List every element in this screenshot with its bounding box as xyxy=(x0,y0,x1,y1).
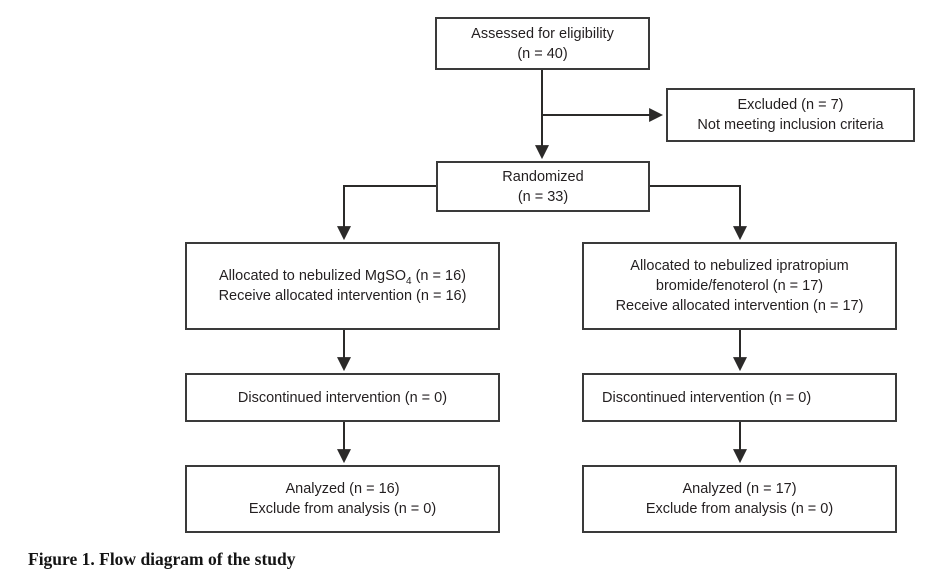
box-text-line: Assessed for eligibility xyxy=(471,25,614,42)
subscript-4: 4 xyxy=(406,275,412,287)
box-text-line: Receive allocated intervention (n = 17) xyxy=(615,298,864,314)
box-text-line: Allocated to nebulized MgSO4 (n = 16) xyxy=(219,268,466,287)
flow-box-assessed: Assessed for eligibility (n = 40) xyxy=(435,17,650,70)
flow-box-randomized: Randomized (n = 33) xyxy=(436,161,650,212)
box-text-line: Exclude from analysis (n = 0) xyxy=(645,501,834,517)
box-text-line: Analyzed (n = 16) xyxy=(285,481,400,497)
flow-box-analyzed-right: Analyzed (n = 17) Exclude from analysis … xyxy=(582,465,897,533)
box-text-line: Discontinued intervention (n = 0) xyxy=(237,389,448,406)
flow-box-discontinued-right: Discontinued intervention (n = 0) xyxy=(582,373,897,422)
box-text-line: Allocated to nebulized ipratropium xyxy=(630,258,849,274)
figure-caption: Figure 1. Flow diagram of the study xyxy=(28,549,296,569)
box-text-line: (n = 33) xyxy=(517,188,569,205)
flow-box-allocated-mgso4: Allocated to nebulized MgSO4 (n = 16) Re… xyxy=(185,242,500,330)
flow-box-analyzed-left: Analyzed (n = 16) Exclude from analysis … xyxy=(185,465,500,533)
box-text-line: Analyzed (n = 17) xyxy=(682,481,797,497)
box-text-line: Not meeting inclusion criteria xyxy=(697,117,884,133)
box-text-line: Exclude from analysis (n = 0) xyxy=(248,501,437,517)
box-text-line: Excluded (n = 7) xyxy=(737,97,844,113)
box-text-line: Discontinued intervention (n = 0) xyxy=(602,389,812,406)
box-text-line: Receive allocated intervention (n = 16) xyxy=(218,288,467,304)
flow-box-allocated-ipratropium: Allocated to nebulized ipratropium bromi… xyxy=(582,242,897,330)
box-text-line: (n = 40) xyxy=(517,45,568,62)
connector-randomized-to-allocated-right xyxy=(649,185,747,241)
connector-randomized-to-allocated-left xyxy=(337,185,437,241)
box-text-line: bromide/fenoterol (n = 17) xyxy=(655,278,824,294)
flow-box-excluded: Excluded (n = 7) Not meeting inclusion c… xyxy=(666,88,915,142)
box-text-line: Randomized xyxy=(502,168,584,185)
flow-box-discontinued-left: Discontinued intervention (n = 0) xyxy=(185,373,500,422)
